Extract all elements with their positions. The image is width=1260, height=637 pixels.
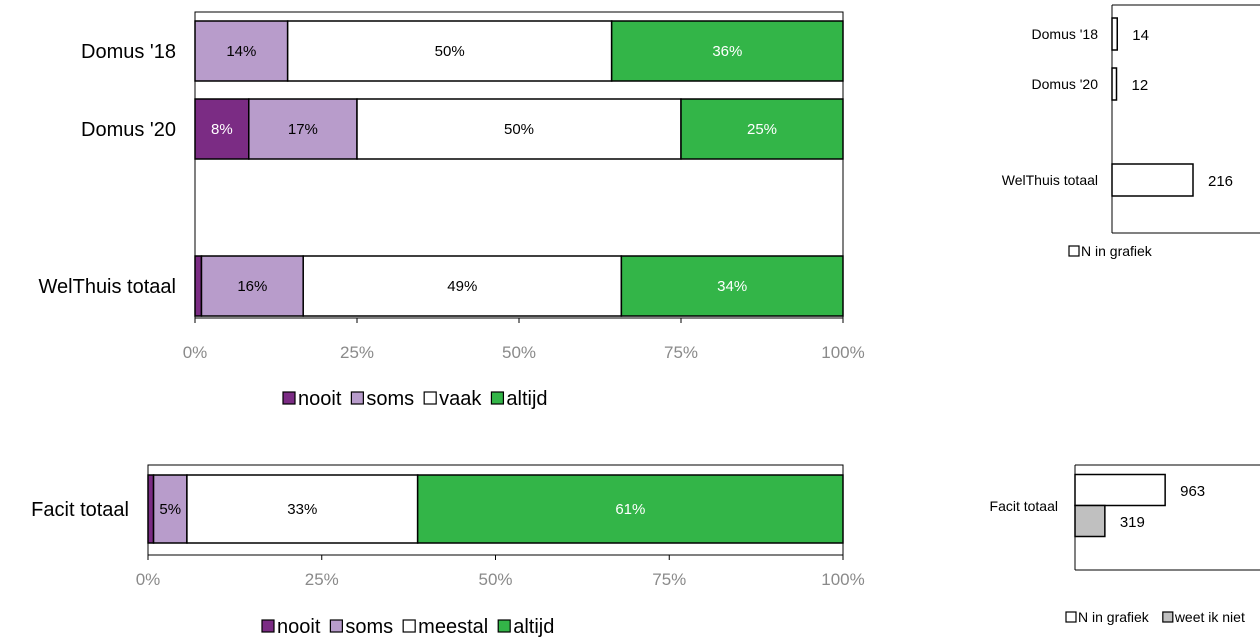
bar [1111,67,1118,101]
legend-swatch [261,619,275,633]
bar-segment [680,98,844,160]
data-label: 216 [1208,173,1233,190]
chart-facit: 0% 25% 50% 75% 100% Facit totaal 5% 33% 61% nooit… [31,464,865,637]
legend-label: soms [366,388,414,410]
bar-segment [152,474,188,544]
data-label: 12 [1132,77,1149,94]
legend-swatch [1065,611,1077,623]
category-label: Facit totaal [31,499,129,521]
data-label: 14 [1132,27,1149,44]
legend-swatch [423,391,437,405]
legend-swatch [1068,245,1080,257]
data-label: 14% [226,43,256,60]
legend-swatch [350,391,364,405]
legend-swatch [402,619,416,633]
data-label: 61% [615,501,645,518]
x-tick-label: 100% [821,570,864,589]
x-tick-label: 100% [821,343,864,362]
chart-n-welthuis: Domus '18 Domus '20 WelThuis totaal 14 12 216… [1002,4,1260,259]
legend-label: vaak [439,388,482,410]
legend-swatch [282,391,296,405]
legend-label: N in grafiek [1078,609,1150,625]
x-tick-label: 0% [183,343,208,362]
data-label: 963 [1180,483,1205,500]
bar-segment [416,474,844,544]
bar-segment [147,474,155,544]
chart-n-facit: Facit totaal 963 319 N in grafiek weet ik ni… [990,464,1260,625]
bar-segment [620,255,844,317]
category-label: WelThuis totaal [1002,172,1098,188]
data-label: 50% [504,121,534,138]
data-label: 36% [712,43,742,60]
data-label: 49% [447,278,477,295]
legend-label: meestal [418,616,488,637]
legend-label: N in grafiek [1081,243,1153,259]
x-tick-label: 50% [478,570,512,589]
data-label: 8% [211,121,233,138]
bar-segment [286,20,613,82]
data-label: 33% [287,501,317,518]
legend-swatch [1162,611,1174,623]
legend-label: soms [345,616,393,637]
legend-label: nooit [298,388,342,410]
data-label: 17% [288,121,318,138]
data-label: 16% [237,278,267,295]
data-label: 50% [435,43,465,60]
bar-segment [200,255,304,317]
legend-label: altijd [506,388,547,410]
x-tick-label: 75% [652,570,686,589]
bar-segment [302,255,623,317]
x-tick-label: 0% [136,570,161,589]
legend-label: altijd [513,616,554,637]
bar [1074,473,1166,507]
legend-swatch [497,619,511,633]
data-label: 34% [717,278,747,295]
x-tick-label: 25% [305,570,339,589]
legend-swatch [329,619,343,633]
category-label: Facit totaal [990,498,1058,514]
bar-segment [356,98,682,160]
category-label: Domus '20 [81,119,176,141]
bar-segment [194,255,203,317]
legend-swatch [490,391,505,405]
bar-segment [186,474,419,544]
bar-segment [194,20,289,82]
data-label: 25% [747,121,777,138]
x-tick-label: 75% [664,343,698,362]
data-label: 5% [159,501,181,518]
bar-segment [610,20,844,82]
x-tick-label: 50% [502,343,536,362]
data-label: 319 [1120,514,1145,531]
category-label: WelThuis totaal [39,276,176,298]
bar-segment [248,98,358,160]
bar [1111,17,1118,51]
x-tick-label: 25% [340,343,374,362]
bar [1074,504,1106,538]
legend-label: weet ik niet [1174,609,1245,625]
category-label: Domus '18 [1032,26,1099,42]
legend-label: nooit [277,616,321,637]
category-label: Domus '20 [1032,76,1099,92]
chart-welthuis: 0% 25% 50% 75% 100% Domus '18 14% 50% 36% Domus '… [39,11,865,410]
category-label: Domus '18 [81,41,176,63]
bar [1111,163,1194,197]
